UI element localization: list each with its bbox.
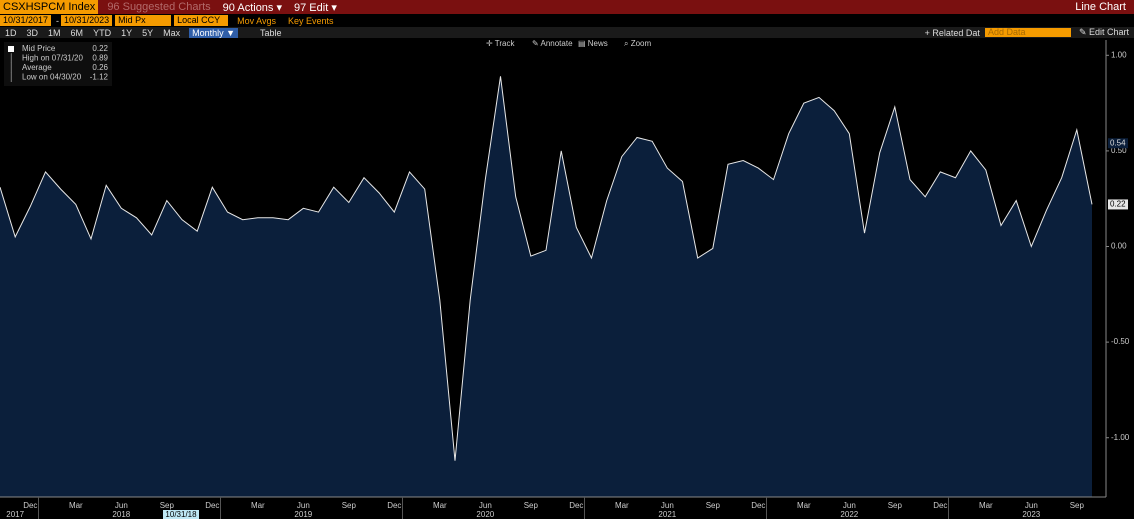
year-label: 2018	[112, 510, 130, 519]
end-date[interactable]: 10/31/2023	[61, 15, 113, 26]
period-button[interactable]: 1D	[5, 27, 17, 38]
year-label: 2023	[1022, 510, 1040, 519]
x-tick-label: Mar	[615, 501, 629, 510]
year-label: 2020	[476, 510, 494, 519]
x-tick-label: Mar	[797, 501, 811, 510]
cursor-label: 10/31/18	[165, 510, 197, 519]
period-button[interactable]: 6M	[70, 27, 84, 38]
related[interactable]: + Related Dat	[924, 27, 980, 38]
title-bar: CSXHSPCM Index 96 Suggested Charts 90 Ac…	[0, 0, 1134, 14]
x-tick-label: Dec	[569, 501, 583, 510]
legend-glyph: │	[9, 72, 14, 83]
x-tick-label: Sep	[706, 501, 721, 510]
x-tick-label: Dec	[751, 501, 765, 510]
line	[0, 76, 1093, 461]
chart: ✛ Track ✎ Annotate ▤ News ⌕ Zoom 1.00 0.50 0.0…	[0, 39, 1130, 519]
field[interactable]: Mid Px	[115, 15, 172, 26]
price-tag-bg	[1108, 199, 1128, 210]
price-tag: 0.22	[1110, 200, 1126, 209]
period-button[interactable]: 5Y	[142, 27, 154, 38]
x-tick-label: Sep	[524, 501, 539, 510]
x-tick-label: Sep	[160, 501, 175, 510]
period-button[interactable]: Max	[163, 27, 181, 38]
legend-value: 0.26	[92, 63, 108, 72]
dash: -	[56, 15, 60, 26]
y-tick-label: -1.00	[1111, 433, 1130, 442]
x-tick-label: Mar	[979, 501, 993, 510]
period-button[interactable]: 3D	[26, 27, 39, 38]
x-tick-label: Jun	[1025, 501, 1038, 510]
x-tick-label: Mar	[433, 501, 447, 510]
period-button[interactable]: YTD	[93, 27, 112, 38]
x-tick-label: Jun	[661, 501, 674, 510]
year-label: 2017	[6, 510, 24, 519]
x-tick-label: Jun	[479, 501, 492, 510]
chart-tool[interactable]: ✛ Track	[486, 39, 515, 48]
x-tick-label: Dec	[387, 501, 401, 510]
edit[interactable]: 97 Edit ▾	[294, 1, 337, 14]
year-label: 2019	[294, 510, 312, 519]
currency[interactable]: Local CCY	[174, 15, 229, 26]
chart-tool[interactable]: ⌕ Zoom	[624, 39, 651, 48]
settings-bar: 10/31/2017 - 10/31/2023 Mid Px Local CCY…	[0, 14, 1134, 27]
legend-value: 0.22	[92, 44, 108, 53]
chart-kind: Line Chart	[1075, 1, 1126, 13]
y-tick-label: 1.00	[1111, 50, 1127, 59]
legend-name: High on 07/31/20	[22, 54, 83, 63]
frequency[interactable]: Monthly ▼	[189, 27, 239, 38]
legend-glyph: │	[9, 53, 14, 64]
cursor-label-bg	[163, 510, 199, 519]
period-bar: 1D 3D 1M 6M YTD 1Y 5Y Max Monthly ▼ Table + Rel…	[0, 27, 1134, 38]
y-tick-label: 0.00	[1111, 242, 1127, 251]
x-tick-label: Mar	[251, 501, 265, 510]
year-label: 2022	[840, 510, 858, 519]
ticker[interactable]: CSXHSPCM Index	[0, 0, 99, 14]
x-tick-label: Jun	[297, 501, 310, 510]
key-events[interactable]: Key Events	[287, 15, 334, 26]
x-tick-label: Jun	[115, 501, 128, 510]
actions[interactable]: 90 Actions ▾	[222, 1, 283, 14]
mov-avgs[interactable]: Mov Avgs	[237, 15, 276, 26]
price-tag: 0.54	[1110, 138, 1126, 147]
legend-name: Mid Price	[22, 44, 56, 53]
legend-bg	[4, 42, 112, 86]
x-tick-label: Sep	[342, 501, 357, 510]
legend-swatch	[8, 46, 14, 52]
table[interactable]: Table	[260, 27, 282, 38]
add-data[interactable]: Add Data	[984, 28, 1071, 37]
start-date[interactable]: 10/31/2017	[0, 15, 52, 26]
edit-chart[interactable]: ✎ Edit Chart	[1078, 27, 1129, 37]
periods: 1D 3D 1M 6M YTD 1Y 5Y Max	[0, 28, 185, 38]
period-button[interactable]: 1M	[48, 27, 61, 38]
legend-name: Average	[22, 63, 52, 72]
x-tick-label: Mar	[69, 501, 83, 510]
chart-tool[interactable]: ▤ News	[578, 39, 608, 48]
x-tick-label: Dec	[933, 501, 947, 510]
chart-tool[interactable]: ✎ Annotate	[532, 39, 573, 48]
legend-glyph: │	[9, 62, 14, 73]
price-tag-bg	[1108, 138, 1128, 149]
x-tick-label: Dec	[205, 501, 219, 510]
period-button[interactable]: 1Y	[121, 27, 133, 38]
suggested[interactable]: 96 Suggested Charts	[107, 1, 211, 13]
x-tick-label: Sep	[888, 501, 903, 510]
x-tick-label: Sep	[1070, 501, 1085, 510]
legend-value: 0.89	[92, 54, 108, 63]
x-tick-label: Jun	[843, 501, 856, 510]
legend: Mid Price 0.22 │ High on 07/31/20 0.89 │ Avera…	[4, 42, 112, 86]
legend-value: -1.12	[90, 73, 109, 82]
year-label: 2021	[658, 510, 676, 519]
y-tick-label: -0.50	[1111, 337, 1130, 346]
area	[0, 76, 1092, 498]
x-tick-label: Dec	[23, 501, 37, 510]
y-tick-label: 0.50	[1111, 146, 1127, 155]
legend-name: Low on 04/30/20	[22, 73, 82, 82]
